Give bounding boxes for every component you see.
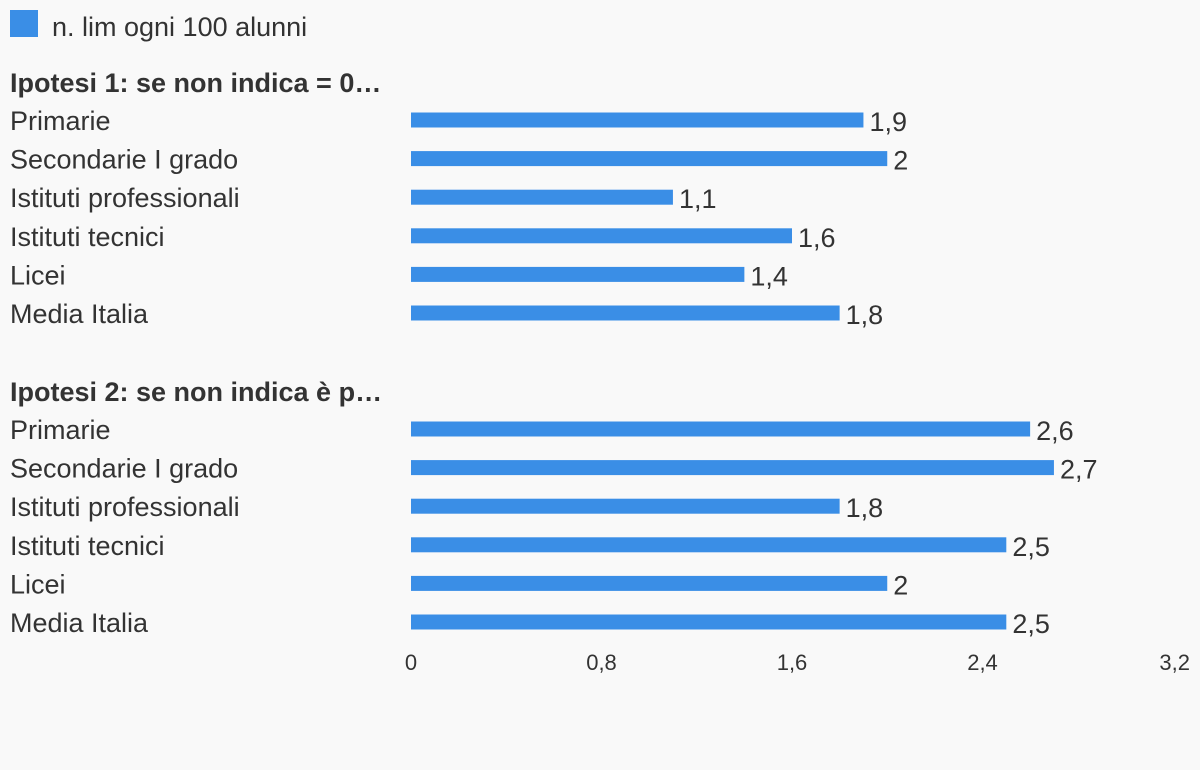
legend-label: n. lim ogni 100 alunni bbox=[52, 12, 307, 42]
data-label: 1,4 bbox=[750, 261, 788, 291]
category-label: Primarie bbox=[10, 106, 111, 136]
bar bbox=[411, 305, 840, 321]
category-label: Secondarie I grado bbox=[10, 145, 238, 175]
bar bbox=[411, 460, 1054, 476]
data-label: 2,7 bbox=[1060, 455, 1098, 485]
bar bbox=[411, 266, 745, 282]
category-label: Primarie bbox=[10, 415, 111, 445]
legend-swatch bbox=[10, 10, 38, 37]
data-label: 1,1 bbox=[679, 184, 717, 214]
group-label: Ipotesi 1: se non indica = 0… bbox=[10, 68, 381, 98]
category-label: Istituti professionali bbox=[10, 183, 240, 213]
x-tick-label: 2,4 bbox=[967, 650, 998, 675]
data-label: 2 bbox=[893, 146, 908, 176]
x-axis: 0 0,8 1,6 2,4 3,2 bbox=[405, 650, 1190, 675]
category-label: Media Italia bbox=[10, 299, 149, 329]
category-label: Media Italia bbox=[10, 608, 149, 638]
group-label: Ipotesi 2: se non indica è p… bbox=[10, 377, 382, 407]
bar bbox=[411, 112, 864, 128]
bar bbox=[411, 614, 1007, 630]
data-label: 1,6 bbox=[798, 223, 836, 253]
category-label: Istituti tecnici bbox=[10, 531, 165, 561]
data-label: 2 bbox=[893, 570, 908, 600]
x-tick-label: 1,6 bbox=[777, 650, 808, 675]
data-label: 2,5 bbox=[1012, 609, 1050, 639]
bar bbox=[411, 537, 1007, 553]
category-label: Licei bbox=[10, 260, 66, 290]
bar bbox=[411, 189, 673, 205]
category-label: Istituti professionali bbox=[10, 492, 240, 522]
data-label: 2,5 bbox=[1012, 532, 1050, 562]
data-label: 2,6 bbox=[1036, 416, 1074, 446]
plot-area: Ipotesi 1: se non indica = 0… Primarie 1,9… bbox=[10, 68, 1097, 639]
bar bbox=[411, 575, 888, 591]
category-label: Licei bbox=[10, 569, 66, 599]
bar bbox=[411, 228, 792, 244]
data-label: 1,8 bbox=[846, 493, 884, 523]
x-tick-label: 0 bbox=[405, 650, 417, 675]
legend: n. lim ogni 100 alunni bbox=[10, 10, 307, 42]
data-label: 1,9 bbox=[869, 107, 907, 137]
x-tick-label: 3,2 bbox=[1159, 650, 1190, 675]
bar bbox=[411, 151, 888, 167]
category-label: Secondarie I grado bbox=[10, 454, 238, 484]
bar bbox=[411, 498, 840, 514]
category-label: Istituti tecnici bbox=[10, 222, 165, 252]
data-label: 1,8 bbox=[846, 300, 884, 330]
x-tick-label: 0,8 bbox=[586, 650, 617, 675]
bar bbox=[411, 421, 1031, 437]
